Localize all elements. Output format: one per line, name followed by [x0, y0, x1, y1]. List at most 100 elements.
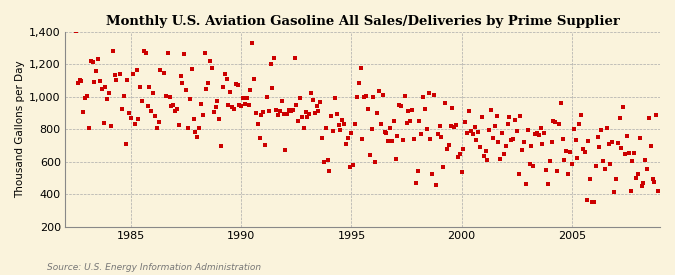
Point	[583, 139, 594, 143]
Point	[186, 67, 197, 71]
Point	[499, 152, 510, 156]
Point	[298, 126, 309, 130]
Point	[612, 140, 623, 145]
Point	[462, 131, 472, 136]
Point	[541, 168, 551, 172]
Point	[479, 154, 489, 158]
Point	[603, 142, 614, 147]
Point	[355, 66, 366, 70]
Point	[296, 115, 307, 120]
Point	[485, 108, 496, 112]
Point	[118, 94, 129, 98]
Point	[267, 86, 278, 91]
Point	[520, 182, 531, 186]
Point	[597, 159, 608, 163]
Point	[171, 107, 182, 111]
Point	[563, 172, 574, 176]
Point	[640, 158, 651, 162]
Point	[429, 93, 439, 97]
Point	[95, 79, 105, 84]
Point	[368, 95, 379, 99]
Point	[80, 96, 90, 100]
Point	[594, 145, 605, 150]
Point	[339, 122, 350, 126]
Point	[643, 116, 654, 120]
Point	[100, 85, 111, 89]
Point	[370, 160, 381, 164]
Point	[219, 72, 230, 76]
Point	[87, 60, 98, 64]
Point	[559, 157, 570, 162]
Point	[309, 111, 320, 115]
Point	[460, 120, 470, 125]
Point	[634, 136, 645, 140]
Point	[491, 114, 502, 118]
Point	[207, 66, 217, 70]
Point	[649, 180, 660, 185]
Point	[360, 94, 371, 98]
Point	[92, 57, 103, 61]
Point	[447, 106, 458, 111]
Point	[592, 135, 603, 139]
Point	[632, 172, 643, 177]
Point	[421, 127, 432, 131]
Point	[102, 96, 113, 101]
Point	[469, 125, 480, 129]
Point	[183, 126, 194, 131]
Point	[294, 96, 305, 101]
Point	[230, 81, 241, 86]
Point	[546, 139, 557, 144]
Point	[406, 108, 417, 112]
Point	[300, 110, 311, 114]
Point	[201, 86, 212, 91]
Point	[416, 132, 427, 136]
Point	[71, 29, 82, 33]
Point	[333, 122, 344, 127]
Point	[84, 125, 95, 130]
Point	[248, 77, 259, 81]
Point	[387, 138, 398, 143]
Point	[618, 105, 628, 109]
Point	[609, 190, 620, 194]
Point	[581, 198, 592, 202]
Point	[278, 112, 289, 116]
Point	[293, 119, 304, 123]
Point	[451, 122, 462, 127]
Point	[446, 124, 456, 129]
Point	[289, 56, 300, 60]
Title: Monthly U.S. Aviation Gasoline All Sales/Deliveries by Prime Supplier: Monthly U.S. Aviation Gasoline All Sales…	[105, 15, 620, 28]
Point	[561, 148, 572, 153]
Point	[372, 110, 383, 115]
Point	[242, 96, 252, 100]
Point	[202, 81, 213, 85]
Point	[530, 132, 541, 136]
Point	[324, 169, 335, 173]
Point	[630, 176, 641, 180]
Point	[232, 83, 243, 87]
Point	[144, 85, 155, 89]
Point	[163, 51, 173, 55]
Point	[596, 128, 607, 132]
Point	[74, 78, 85, 82]
Point	[104, 91, 115, 96]
Point	[464, 109, 475, 114]
Point	[357, 137, 368, 141]
Point	[601, 126, 612, 130]
Point	[364, 153, 375, 157]
Point	[216, 144, 227, 148]
Point	[271, 108, 281, 112]
Point	[331, 112, 342, 116]
Point	[405, 119, 416, 123]
Point	[124, 111, 134, 115]
Point	[400, 94, 410, 98]
Point	[410, 181, 421, 185]
Y-axis label: Thousand Gallons per Day: Thousand Gallons per Day	[15, 60, 25, 198]
Point	[524, 162, 535, 166]
Point	[574, 122, 585, 126]
Point	[151, 126, 162, 130]
Point	[418, 95, 429, 99]
Point	[308, 97, 319, 102]
Point	[452, 155, 463, 160]
Point	[388, 119, 399, 123]
Point	[319, 160, 329, 164]
